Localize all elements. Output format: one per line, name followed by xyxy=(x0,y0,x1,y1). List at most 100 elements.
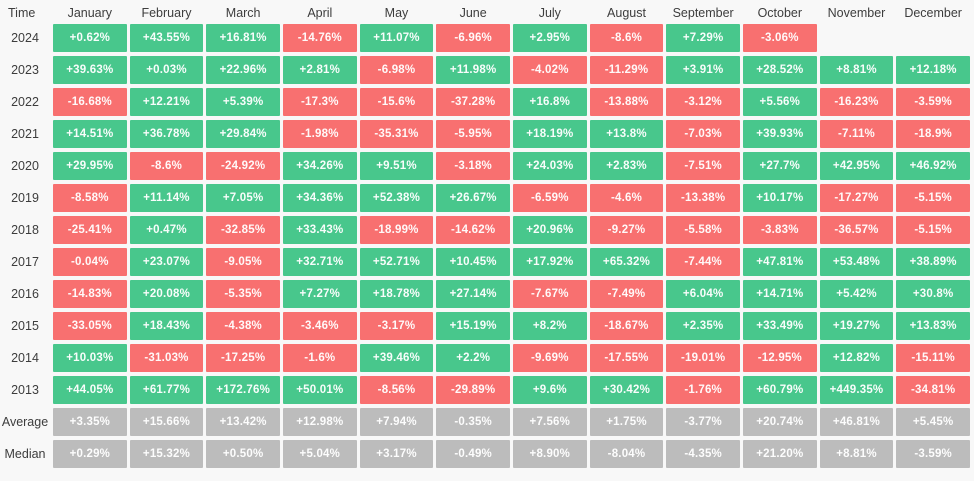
return-cell: -0.35% xyxy=(436,408,510,436)
row-label: 2024 xyxy=(11,31,39,45)
return-cell: +38.89% xyxy=(896,248,970,276)
column-header-may: May xyxy=(384,5,409,20)
return-cell: +5.45% xyxy=(896,408,970,436)
return-cell: +7.05% xyxy=(206,184,280,212)
return-cell: -3.46% xyxy=(282,312,357,340)
return-cell: +13.83% xyxy=(896,312,970,340)
row-label: 2016 xyxy=(11,287,39,301)
table-row-2024: 2024 +0.62% +43.55% +16.81% -14.76% +11.07% -6… xyxy=(0,24,970,52)
return-cell: -7.51% xyxy=(666,152,740,180)
return-cell: -4.6% xyxy=(589,184,664,212)
return-cell: +10.45% xyxy=(436,248,510,276)
return-cell: +10.03% xyxy=(53,344,127,372)
return-cell: +12.82% xyxy=(819,344,894,372)
table-row-2014: 2014 +10.03% -31.03% -17.25% -1.6% +39.46% +2.… xyxy=(0,344,970,372)
return-cell: -3.59% xyxy=(896,440,970,468)
column-header-november: November xyxy=(827,5,886,20)
column-header-august: August xyxy=(607,5,646,20)
return-cell: +50.01% xyxy=(282,376,357,404)
return-cell: -7.11% xyxy=(819,120,894,148)
return-cell: -24.92% xyxy=(206,152,280,180)
return-cell: +0.62% xyxy=(53,24,127,52)
return-cell: -15.11% xyxy=(896,344,970,372)
column-header-february: February xyxy=(141,5,192,20)
return-cell: +5.56% xyxy=(742,88,817,116)
return-cell: +28.52% xyxy=(742,56,817,84)
return-cell: -7.49% xyxy=(589,280,664,308)
return-cell: -6.59% xyxy=(512,184,587,212)
return-cell: -7.44% xyxy=(666,248,740,276)
return-cell: +27.14% xyxy=(436,280,510,308)
return-cell: -35.31% xyxy=(359,120,434,148)
empty-cell xyxy=(896,24,970,52)
column-header-september: September xyxy=(672,5,734,20)
return-cell: -5.58% xyxy=(666,216,740,244)
column-header-july: July xyxy=(538,5,561,20)
return-cell: -8.6% xyxy=(589,24,664,52)
return-cell: +52.71% xyxy=(359,248,434,276)
empty-cell xyxy=(820,24,894,52)
return-cell: -9.05% xyxy=(206,248,280,276)
return-cell: +36.78% xyxy=(129,120,204,148)
return-cell: -29.89% xyxy=(436,376,510,404)
row-label: 2018 xyxy=(11,223,39,237)
return-cell: +29.84% xyxy=(206,120,280,148)
return-cell: +5.42% xyxy=(819,280,894,308)
return-cell: +16.8% xyxy=(512,88,587,116)
return-cell: +19.27% xyxy=(819,312,894,340)
return-cell: +20.96% xyxy=(512,216,587,244)
table-row-2022: 2022 -16.68% +12.21% +5.39% -17.3% -15.6% -37.… xyxy=(0,88,970,116)
return-cell: +8.81% xyxy=(819,56,894,84)
return-cell: +5.39% xyxy=(206,88,280,116)
return-cell: +8.90% xyxy=(512,440,587,468)
return-cell: +30.8% xyxy=(896,280,970,308)
return-cell: +0.47% xyxy=(129,216,204,244)
return-cell: -11.29% xyxy=(589,56,664,84)
return-cell: -8.04% xyxy=(589,440,664,468)
return-cell: -4.38% xyxy=(206,312,280,340)
return-cell: -17.25% xyxy=(206,344,280,372)
return-cell: +14.51% xyxy=(53,120,127,148)
return-cell: +15.19% xyxy=(436,312,510,340)
return-cell: -5.35% xyxy=(206,280,280,308)
return-cell: +60.79% xyxy=(742,376,817,404)
return-cell: +21.20% xyxy=(742,440,817,468)
table-row-median: Median +0.29% +15.32% +0.50% +5.04% +3.17% -0.… xyxy=(0,440,970,468)
return-cell: -8.58% xyxy=(53,184,127,212)
return-cell: +46.81% xyxy=(819,408,894,436)
row-label: 2020 xyxy=(11,159,39,173)
return-cell: +2.83% xyxy=(589,152,664,180)
return-cell: -4.02% xyxy=(512,56,587,84)
return-cell: -25.41% xyxy=(53,216,127,244)
return-cell: +7.56% xyxy=(512,408,587,436)
return-cell: +44.05% xyxy=(53,376,127,404)
return-cell: +2.35% xyxy=(666,312,740,340)
return-cell: +5.04% xyxy=(282,440,357,468)
return-cell: +11.07% xyxy=(359,24,434,52)
row-label: 2013 xyxy=(11,383,39,397)
return-cell: +20.08% xyxy=(129,280,204,308)
return-cell: +61.77% xyxy=(129,376,204,404)
return-cell: -18.9% xyxy=(896,120,970,148)
column-header-june: June xyxy=(459,5,487,20)
row-label: 2014 xyxy=(11,351,39,365)
return-cell: -16.23% xyxy=(819,88,894,116)
table-body: 2024 +0.62% +43.55% +16.81% -14.76% +11.07% -6… xyxy=(0,24,970,468)
return-cell: +23.07% xyxy=(129,248,204,276)
return-cell: -17.3% xyxy=(282,88,357,116)
return-cell: -17.55% xyxy=(589,344,664,372)
return-cell: -8.56% xyxy=(359,376,434,404)
return-cell: -5.95% xyxy=(436,120,510,148)
return-cell: -9.27% xyxy=(589,216,664,244)
return-cell: -3.12% xyxy=(666,88,740,116)
return-cell: +9.51% xyxy=(359,152,434,180)
return-cell: -36.57% xyxy=(819,216,894,244)
row-label: 2023 xyxy=(11,63,39,77)
column-header-january: January xyxy=(67,5,113,20)
return-cell: +13.8% xyxy=(589,120,664,148)
table-row-2020: 2020 +29.95% -8.6% -24.92% +34.26% +9.51% -3.1… xyxy=(0,152,970,180)
row-label: 2022 xyxy=(11,95,39,109)
return-cell: -32.85% xyxy=(206,216,280,244)
return-cell: -12.95% xyxy=(742,344,817,372)
return-cell: -1.98% xyxy=(282,120,357,148)
